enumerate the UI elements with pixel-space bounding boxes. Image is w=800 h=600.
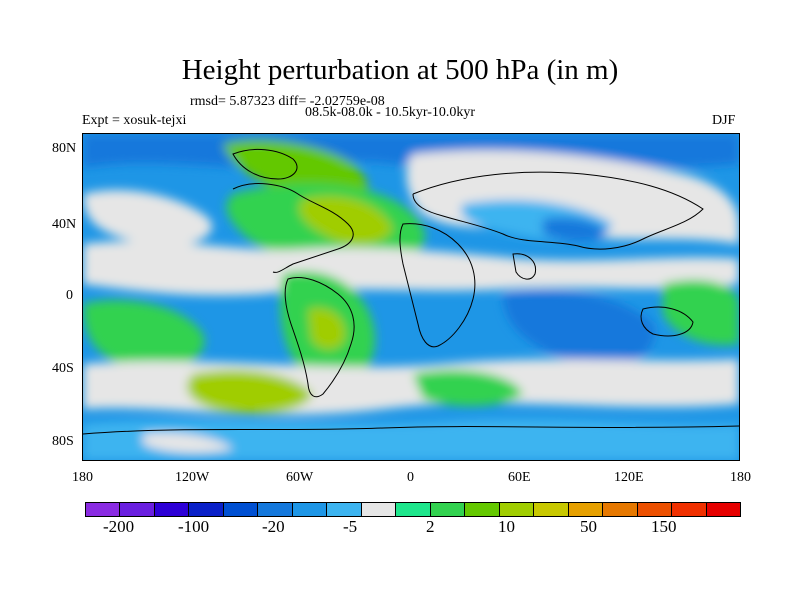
samerica-yellow [308, 308, 346, 350]
colorbar-swatch [291, 502, 328, 517]
lon-tick-label: 120E [614, 470, 644, 485]
atlantic-yellow [299, 195, 393, 245]
colorbar-swatch [602, 502, 638, 517]
tropical-white [83, 241, 739, 296]
period-label: 08.5k-08.0k - 10.5kyr-10.0kyr [305, 105, 476, 120]
colorbar-swatch [85, 502, 121, 517]
lon-tick-label: 120W [175, 470, 210, 485]
asia-blue [543, 217, 608, 241]
coastlines [83, 149, 739, 435]
colorbar-label: -5 [343, 517, 358, 536]
antarctic-white [143, 432, 233, 454]
colorbar-swatch [153, 502, 190, 517]
colorbar-swatch [533, 502, 569, 517]
colorbar-label: 150 [651, 517, 677, 536]
south-america-coast [284, 277, 355, 398]
lat-tick-label: 40S [52, 361, 74, 376]
lon-tick-label: 60W [286, 470, 314, 485]
lat-tick-label: 80N [52, 141, 77, 156]
colorbar-swatch [326, 502, 362, 517]
colorbar-swatch [395, 502, 431, 517]
lon-tick-label: 0 [407, 470, 414, 485]
height-perturbation-map [83, 134, 739, 460]
antarctica-coast [83, 425, 739, 435]
lon-tick-label: 60E [508, 470, 531, 485]
north-america-coast [232, 183, 354, 273]
contour-fields [83, 134, 739, 460]
colorbar-swatch [222, 502, 259, 517]
colorbar-swatch [360, 502, 397, 517]
npacific-white [83, 190, 213, 247]
lon-tick-label: 180 [730, 470, 751, 485]
colorbar-label: -200 [103, 517, 135, 536]
map-panel [82, 133, 740, 461]
lat-tick-label: 40N [52, 217, 77, 232]
colorbar-label: -100 [178, 517, 210, 536]
colorbar-swatch [119, 502, 155, 517]
lat-tick-label: 80S [52, 434, 74, 449]
colorbar-label: 2 [426, 517, 435, 536]
colorbar-swatch [671, 502, 707, 517]
rmsd-stats-label: rmsd= 5.87323 diff= -2.02759e-08 [190, 94, 385, 109]
spacific-green [83, 300, 205, 368]
eurasia-coast [412, 171, 704, 250]
colorbar-swatch [188, 502, 224, 517]
colorbar-swatch [257, 502, 293, 517]
wpacific-green [663, 280, 739, 345]
lon-tick-label: 180 [72, 470, 93, 485]
greenland-coast [232, 149, 298, 180]
colorbar-swatch [636, 502, 673, 517]
colorbar-label: 10 [498, 517, 515, 536]
colorbar-swatch [567, 502, 604, 517]
southern-yellow [187, 370, 313, 414]
season-label: DJF [712, 113, 736, 128]
experiment-label: Expt = xosuk-tejxi [82, 113, 187, 128]
colorbar-label: 50 [580, 517, 597, 536]
colorbar-swatch [705, 502, 741, 517]
colorbar-swatch [498, 502, 535, 517]
colorbar-label: -20 [262, 517, 285, 536]
lat-tick-label: 0 [66, 288, 73, 303]
australia-coast [640, 306, 694, 337]
africa-coast [399, 223, 476, 348]
plot-title: Height perturbation at 500 hPa (in m) [181, 54, 619, 86]
colorbar-swatch [429, 502, 466, 517]
south-atlantic-green [413, 370, 523, 406]
colorbar-swatch [464, 502, 500, 517]
indian-ocean-blue [503, 290, 655, 367]
india-coast [512, 253, 537, 280]
